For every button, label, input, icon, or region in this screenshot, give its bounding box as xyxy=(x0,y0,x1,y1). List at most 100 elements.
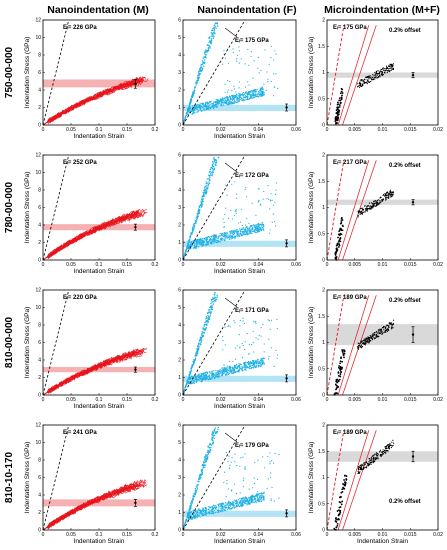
data-point xyxy=(369,339,371,341)
data-point xyxy=(233,504,235,507)
data-point xyxy=(206,188,209,190)
data-point xyxy=(254,228,256,231)
data-point xyxy=(232,97,235,99)
y-tick-label: 2 xyxy=(178,493,181,499)
data-point xyxy=(252,487,254,489)
y-tick-label: 6 xyxy=(38,475,41,481)
data-point xyxy=(369,462,371,464)
data-point xyxy=(364,342,366,344)
x-tick-label: 0.02 xyxy=(433,127,443,133)
data-point xyxy=(212,507,214,509)
data-point xyxy=(228,324,230,327)
data-point xyxy=(256,495,258,498)
data-point xyxy=(237,503,239,506)
data-point xyxy=(195,82,197,84)
data-point xyxy=(253,482,256,485)
data-point xyxy=(360,344,362,346)
data-point xyxy=(207,512,209,514)
data-point xyxy=(205,320,208,322)
data-point xyxy=(189,512,191,514)
data-point xyxy=(256,499,258,502)
data-point xyxy=(263,351,265,353)
data-point xyxy=(385,65,388,67)
data-point xyxy=(235,197,238,199)
data-point xyxy=(384,331,386,333)
data-point xyxy=(189,507,192,509)
data-point xyxy=(221,508,223,510)
x-tick-label: 0.015 xyxy=(404,262,417,268)
data-point xyxy=(274,50,276,52)
data-point xyxy=(220,103,222,106)
data-point xyxy=(224,373,226,375)
data-point xyxy=(215,298,218,301)
data-point xyxy=(252,361,254,363)
data-point xyxy=(254,500,257,502)
data-point xyxy=(212,508,214,511)
data-point xyxy=(205,182,207,185)
data-point xyxy=(212,171,214,174)
data-point xyxy=(193,509,195,512)
data-point xyxy=(202,378,204,380)
data-point xyxy=(363,211,365,213)
data-point xyxy=(201,472,203,474)
data-point xyxy=(364,82,366,84)
data-point xyxy=(231,489,233,491)
y-tick-label: 1.5 xyxy=(318,44,325,50)
data-point xyxy=(209,372,211,374)
data-point xyxy=(343,356,345,359)
data-point xyxy=(343,483,346,486)
y-tick-label: 0 xyxy=(322,528,325,534)
data-point xyxy=(340,98,343,101)
data-point xyxy=(338,365,341,367)
data-point xyxy=(243,361,246,364)
data-point xyxy=(198,105,200,107)
data-point xyxy=(250,224,252,227)
data-point xyxy=(197,480,199,483)
mean-point xyxy=(285,512,288,515)
data-point xyxy=(201,63,204,65)
data-point xyxy=(260,69,262,72)
data-point xyxy=(216,237,218,239)
data-point xyxy=(259,359,262,362)
data-point xyxy=(228,99,230,101)
x-tick-label: 0 xyxy=(42,262,45,268)
data-point xyxy=(234,364,236,367)
y-tick-label: 1 xyxy=(178,375,181,381)
data-point xyxy=(227,325,229,328)
data-point xyxy=(258,72,260,74)
data-point xyxy=(236,365,238,367)
data-point xyxy=(238,81,240,83)
data-point xyxy=(202,335,205,337)
data-point xyxy=(214,511,217,514)
y-axis-label: Indentation Stress (GPa) xyxy=(308,37,315,109)
yield-band xyxy=(183,375,296,382)
data-point xyxy=(248,363,251,365)
data-point xyxy=(228,500,230,502)
data-point xyxy=(205,49,207,51)
y-tick-label: 2 xyxy=(322,153,325,159)
data-point xyxy=(212,238,214,240)
data-point xyxy=(366,341,368,343)
data-point xyxy=(336,518,339,521)
data-point xyxy=(247,365,249,368)
data-point xyxy=(228,236,230,238)
y-tick-label: 3 xyxy=(178,70,181,76)
data-point xyxy=(230,370,232,372)
data-point xyxy=(377,458,379,460)
data-point xyxy=(193,493,195,495)
data-point xyxy=(358,210,360,212)
data-point xyxy=(197,111,199,113)
data-point xyxy=(202,464,204,466)
data-point xyxy=(218,102,220,104)
data-point xyxy=(217,370,220,373)
data-point xyxy=(366,210,369,212)
data-point xyxy=(386,450,388,452)
data-point xyxy=(194,487,197,490)
data-point xyxy=(205,185,207,187)
data-point xyxy=(229,367,232,369)
data-point xyxy=(364,462,366,464)
data-point xyxy=(338,230,341,233)
data-point xyxy=(391,68,393,70)
data-point xyxy=(271,199,273,201)
data-point xyxy=(203,375,206,378)
